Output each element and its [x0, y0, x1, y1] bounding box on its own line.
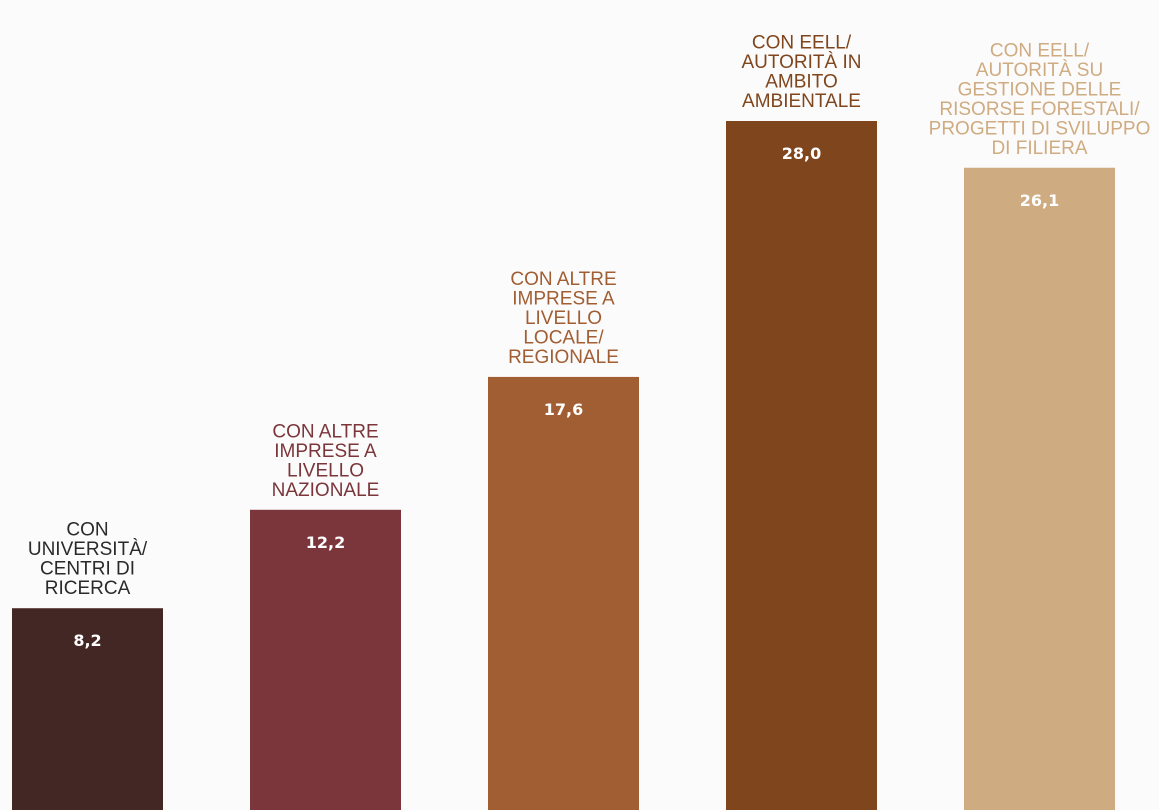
category-label-line: CON EELL/	[990, 40, 1090, 61]
value-label-1: 8,2	[73, 631, 101, 650]
category-label-line: GESTIONE DELLE	[958, 79, 1122, 100]
bar-4	[726, 121, 877, 810]
category-label-line: AMBITO	[765, 72, 838, 93]
category-label-4: CON EELL/AUTORITÀ IN AMBITO AMBIENTALE	[742, 33, 862, 113]
category-label-line: CON	[66, 520, 108, 541]
value-label-4: 28,0	[782, 144, 821, 163]
bar-2	[250, 509, 401, 810]
category-label-line: LIVELLO	[287, 460, 364, 481]
category-label-line: CON ALTRE	[510, 269, 616, 290]
category-label-5: CON EELL/AUTORITÀ SU GESTIONE DELLE RISORS…	[929, 40, 1151, 159]
category-label-line: CON EELL/	[752, 33, 852, 54]
category-label-3: CON ALTRE IMPRESE A LIVELLO LOCALE/REGIONAL…	[508, 269, 619, 368]
value-label-5: 26,1	[1020, 191, 1059, 210]
category-label-line: LIVELLO	[525, 308, 602, 329]
category-label-line: RICERCA	[45, 578, 131, 599]
bar-3	[488, 376, 639, 810]
bar-5	[964, 167, 1115, 810]
category-label-line: AMBIENTALE	[742, 91, 861, 112]
value-label-3: 17,6	[544, 400, 583, 419]
category-label-line: DI FILIERA	[991, 138, 1087, 159]
category-label-2: CON ALTRE IMPRESE A LIVELLO NAZIONALE	[272, 421, 380, 501]
category-label-1: CON UNIVERSITÀ/CENTRI DI RICERCA	[28, 520, 148, 600]
category-label-line: LOCALE/	[523, 327, 604, 348]
category-label-line: PROGETTI DI SVILUPPO	[929, 118, 1151, 139]
category-label-line: CON ALTRE	[272, 421, 378, 442]
category-label-line: AUTORITÀ IN	[742, 52, 862, 73]
bar-1	[12, 608, 163, 810]
value-label-2: 12,2	[306, 533, 345, 552]
category-label-line: NAZIONALE	[272, 480, 380, 501]
category-label-line: RISORSE FORESTALI/	[939, 99, 1140, 120]
category-label-line: IMPRESE A	[512, 288, 615, 309]
category-label-line: AUTORITÀ SU	[976, 60, 1103, 81]
category-label-line: REGIONALE	[508, 347, 619, 368]
category-label-line: CENTRI DI	[40, 559, 135, 580]
category-label-line: IMPRESE A	[274, 441, 377, 462]
category-label-line: UNIVERSITÀ/	[28, 539, 148, 560]
